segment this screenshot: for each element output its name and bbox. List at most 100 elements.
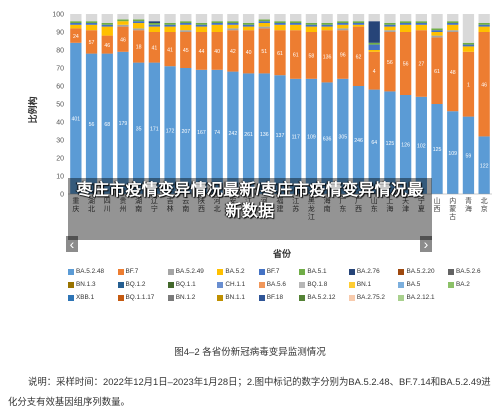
bar-segment bbox=[85, 21, 98, 23]
bar-segment bbox=[290, 30, 302, 79]
bar-segment bbox=[352, 23, 365, 25]
x-tick-label: 湖 bbox=[88, 196, 95, 205]
x-tick-label: 辽 bbox=[151, 197, 158, 205]
previous-arrow-icon[interactable]: ‹ bbox=[66, 236, 78, 252]
bar-segment bbox=[305, 26, 318, 32]
legend-swatch bbox=[398, 268, 405, 275]
bar-segment bbox=[85, 30, 98, 54]
figure-caption: 图4–2 各省份新冠病毒变异监测情况 bbox=[174, 347, 326, 358]
bar-segment bbox=[227, 71, 239, 194]
legend-swatch bbox=[217, 281, 224, 288]
data-label: 56 bbox=[387, 60, 393, 66]
bar-segment bbox=[180, 23, 192, 25]
legend-item: BA.5.2.6 bbox=[448, 268, 488, 275]
data-label: 61 bbox=[277, 51, 283, 57]
bar-segment bbox=[148, 24, 161, 27]
data-label: 68 bbox=[104, 122, 110, 128]
legend-swatch bbox=[348, 268, 355, 275]
bar-segment bbox=[242, 73, 255, 194]
legend-swatch bbox=[217, 294, 224, 301]
legend-label: BA.5.2.6 bbox=[456, 268, 481, 275]
x-axis: 重庆湖北四川贵州湖南辽宁吉林云南陕西河北安徽江西河南福建江苏黑龙江海南广东广西山… bbox=[68, 193, 492, 221]
bar-segment bbox=[117, 21, 129, 25]
legend-label: BQ.1.1 bbox=[175, 281, 196, 288]
x-tick-label: 湖 bbox=[135, 196, 142, 205]
x-tick-label: 海 bbox=[386, 204, 393, 213]
y-tick-label: 20 bbox=[56, 156, 64, 163]
bar-segment bbox=[352, 24, 365, 27]
bar-segment bbox=[274, 23, 286, 25]
x-tick-label: 古 bbox=[449, 212, 456, 221]
bar-segment bbox=[211, 21, 223, 23]
x-tick-label: 内 bbox=[449, 196, 456, 205]
legend-label: XBB.1 bbox=[76, 294, 95, 301]
bar-segment bbox=[399, 21, 412, 23]
legend-label: BA.5.2.12 bbox=[307, 294, 336, 301]
x-tick-label: 宁 bbox=[151, 204, 158, 213]
bar-segment bbox=[447, 111, 459, 194]
legend-label: BN.1.3 bbox=[76, 281, 96, 288]
bar-segment bbox=[85, 14, 98, 22]
bar-segment bbox=[431, 28, 443, 31]
bar-segment bbox=[415, 96, 427, 194]
bar-segment bbox=[133, 23, 145, 29]
x-tick-label: 东 bbox=[339, 204, 346, 213]
x-tick-label: 徽 bbox=[229, 204, 236, 213]
legend-item: CH.1.1 bbox=[217, 281, 252, 288]
data-label: 102 bbox=[417, 144, 426, 150]
bar-segment bbox=[368, 14, 380, 22]
legend-label: CH.1.1 bbox=[225, 281, 246, 288]
legend-item: BQ.1.8 bbox=[299, 281, 343, 288]
bar-segment bbox=[462, 116, 475, 194]
bar-segment bbox=[321, 82, 333, 194]
legend-swatch bbox=[258, 268, 265, 275]
bar-segment bbox=[242, 30, 255, 74]
bar-segment bbox=[352, 14, 365, 22]
y-axis-label: 比例构 bbox=[27, 96, 38, 123]
x-tick-label: 河 bbox=[214, 197, 221, 205]
bar-segment bbox=[447, 14, 459, 22]
bar-segment bbox=[305, 24, 318, 27]
bar-segment bbox=[227, 30, 239, 72]
legend-item: BA.2 bbox=[448, 281, 488, 288]
bar-segment bbox=[399, 24, 412, 32]
bar-segment bbox=[117, 51, 129, 194]
bar-segment bbox=[431, 104, 443, 194]
bar-segment bbox=[164, 26, 176, 32]
x-tick-label: 川 bbox=[104, 205, 111, 213]
data-label: 61 bbox=[434, 69, 440, 75]
bar-segment bbox=[399, 32, 412, 95]
next-arrow-icon[interactable]: › bbox=[420, 236, 432, 252]
legend-label: BQ.1.8 bbox=[307, 281, 328, 288]
bar-segment bbox=[478, 32, 490, 137]
data-label: 46 bbox=[481, 82, 487, 88]
bar-segment bbox=[321, 24, 333, 27]
bar-segment bbox=[305, 32, 318, 79]
legend-item: BA.5.6 bbox=[258, 281, 294, 288]
legend-item: BA.5.2 bbox=[217, 268, 252, 275]
legend-label: BN.1.1 bbox=[225, 294, 245, 301]
bar-segment bbox=[242, 14, 255, 23]
legend-label: BA.5.2.20 bbox=[406, 268, 435, 275]
bar-segment bbox=[305, 14, 318, 23]
legend-item: BN.1 bbox=[348, 281, 393, 288]
data-label: 261 bbox=[244, 132, 253, 138]
x-tick-label: 宁 bbox=[418, 196, 425, 205]
bar-segment bbox=[117, 26, 129, 52]
overlay-banner bbox=[68, 178, 432, 240]
bar-segment bbox=[415, 14, 427, 22]
bar-segment bbox=[321, 23, 333, 25]
data-label: 125 bbox=[433, 147, 442, 153]
bar-segment bbox=[117, 24, 129, 27]
bar-segment bbox=[274, 21, 286, 23]
bar-segment bbox=[195, 26, 208, 32]
data-label: 171 bbox=[150, 127, 159, 133]
bar-segment bbox=[431, 32, 443, 36]
legend-swatch bbox=[448, 281, 454, 288]
x-tick-label: 青 bbox=[465, 196, 472, 205]
legend-item: BA.5.2.20 bbox=[398, 268, 442, 275]
bar-segment bbox=[148, 62, 161, 194]
bar-segment bbox=[415, 23, 427, 25]
legend-label: BA.5.2.49 bbox=[175, 268, 204, 275]
